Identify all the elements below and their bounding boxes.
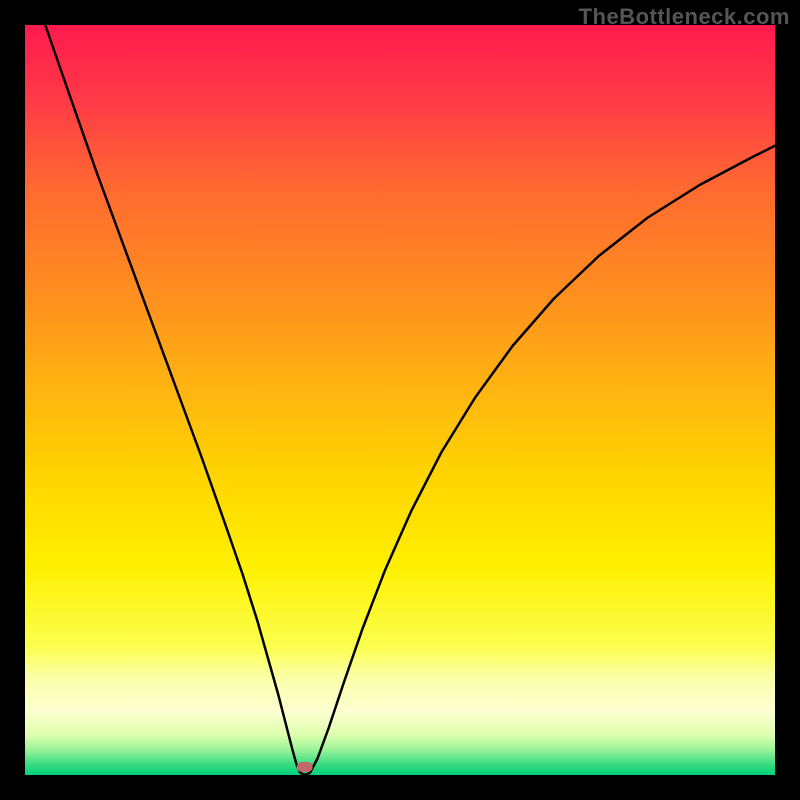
plot-background bbox=[25, 25, 775, 775]
bottleneck-curve-chart bbox=[0, 0, 800, 800]
minimum-marker bbox=[297, 762, 313, 772]
chart-container: TheBottleneck.com bbox=[0, 0, 800, 800]
watermark-text: TheBottleneck.com bbox=[579, 4, 790, 30]
